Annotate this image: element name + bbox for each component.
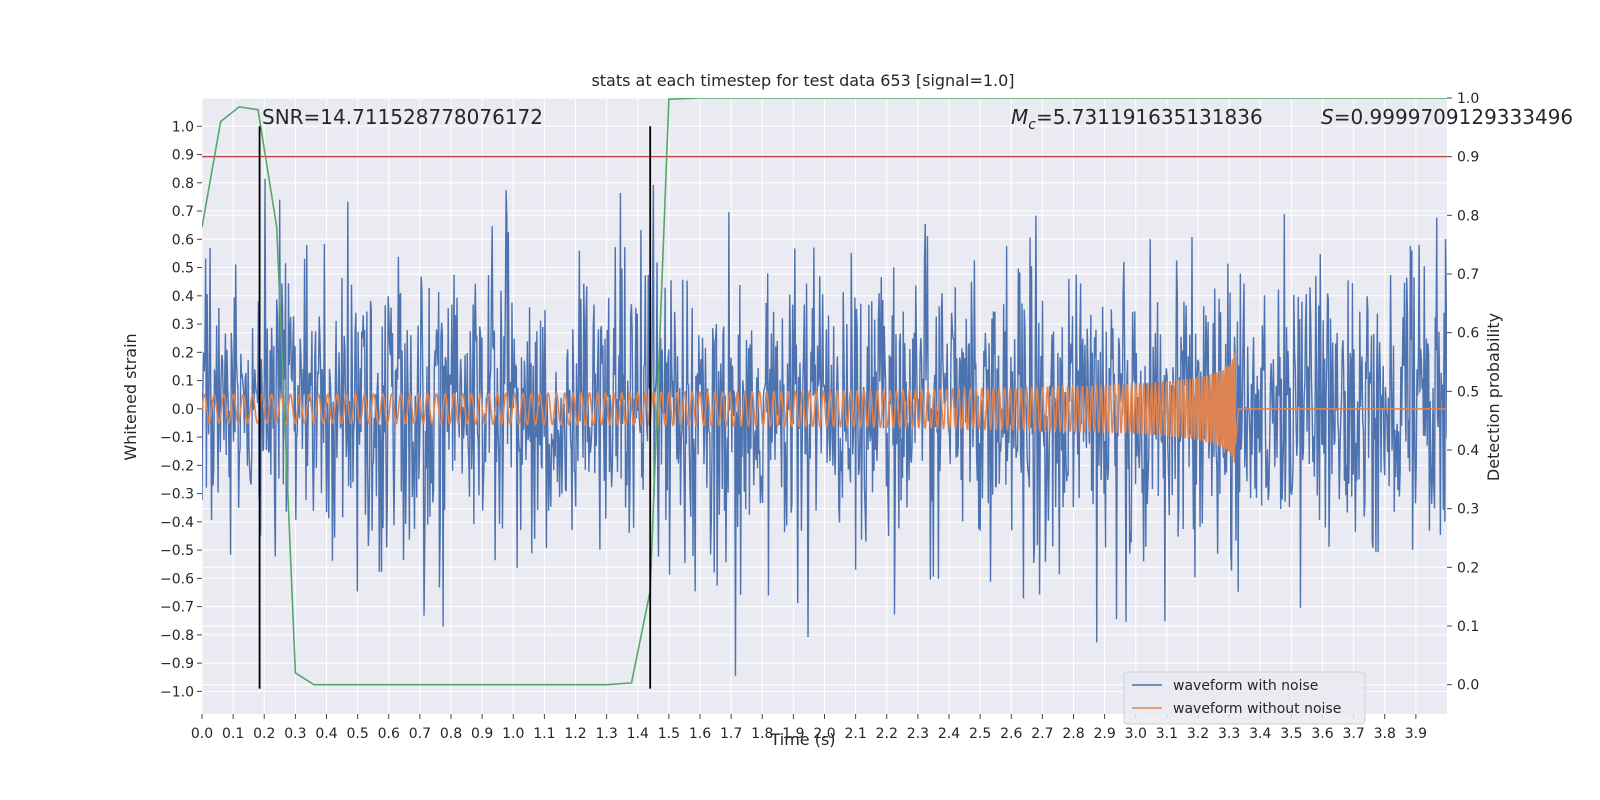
left-tick-label: −0.3 <box>160 487 194 503</box>
left-tick-label: 0.4 <box>172 289 194 305</box>
legend-label-waveform-with-noise: waveform with noise <box>1173 678 1318 694</box>
left-tick-label: 1.0 <box>172 119 194 135</box>
left-tick-label: 0.6 <box>172 232 194 248</box>
x-tick-label: 2.4 <box>938 726 960 742</box>
x-tick-label: 2.6 <box>1000 726 1022 742</box>
left-tick-label: 0.7 <box>172 204 194 220</box>
x-tick-label: 0.4 <box>315 726 337 742</box>
chirp-mass-subscript: c <box>1028 117 1036 133</box>
x-tick-label: 1.2 <box>564 726 586 742</box>
x-tick-label: 1.6 <box>689 726 711 742</box>
left-tick-label: 0.9 <box>172 148 194 164</box>
score-annotation: S=0.9999709129333496 <box>1321 105 1573 129</box>
y-axis-label-right: Detection probability <box>1484 313 1503 481</box>
legend: waveform with noise waveform without noi… <box>1123 671 1366 725</box>
x-tick-label: 3.5 <box>1280 726 1302 742</box>
chart-title: stats at each timestep for test data 653… <box>591 71 1014 90</box>
x-tick-label: 1.5 <box>658 726 680 742</box>
x-tick-label: 3.3 <box>1218 726 1240 742</box>
left-tick-label: 0.3 <box>172 317 194 333</box>
x-tick-label: 1.7 <box>720 726 742 742</box>
x-tick-label: 3.8 <box>1374 726 1396 742</box>
right-tick-label: 1.0 <box>1457 91 1479 107</box>
x-tick-label: 2.5 <box>969 726 991 742</box>
x-tick-label: 1.4 <box>627 726 649 742</box>
chirp-mass-symbol: M <box>1011 105 1028 129</box>
x-tick-label: 3.7 <box>1342 726 1364 742</box>
x-tick-label: 2.8 <box>1062 726 1084 742</box>
left-tick-label: −0.8 <box>160 628 194 644</box>
right-tick-label: 0.6 <box>1457 326 1479 342</box>
chirp-mass-value: =5.731191635131836 <box>1036 105 1263 129</box>
right-axis-ticks: 1.0 0.9 0.8 0.7 0.6 0.5 0.4 0.3 0.2 0.1 0.0 <box>1447 91 1479 694</box>
right-tick-label: 0.9 <box>1457 150 1479 166</box>
right-tick-label: 0.4 <box>1457 443 1479 459</box>
x-tick-label: 1.3 <box>595 726 617 742</box>
right-tick-label: 0.8 <box>1457 208 1479 224</box>
left-tick-label: −0.1 <box>160 430 194 446</box>
x-tick-label: 1.9 <box>782 726 804 742</box>
series-line-detection-probability <box>202 98 1447 686</box>
plot-area <box>202 98 1447 689</box>
right-tick-label: 0.7 <box>1457 267 1479 283</box>
right-tick-label: 0.5 <box>1457 384 1479 400</box>
x-tick-label: 3.0 <box>1125 726 1147 742</box>
x-tick-label: 1.8 <box>751 726 773 742</box>
x-tick-label: 3.2 <box>1187 726 1209 742</box>
left-tick-label: −1.0 <box>160 684 194 700</box>
x-tick-label: 0.7 <box>409 726 431 742</box>
x-tick-label: 3.9 <box>1405 726 1427 742</box>
x-tick-label: 0.0 <box>191 726 213 742</box>
x-axis-ticks: 0.0 0.1 0.2 0.3 0.4 0.5 0.6 0.7 0.8 0.9 1.0 1.1 1.2 1… <box>191 714 1427 742</box>
x-tick-label: 0.9 <box>471 726 493 742</box>
right-tick-label: 0.2 <box>1457 560 1479 576</box>
series-line-waveform-without-noise <box>202 352 1447 463</box>
x-tick-label: 0.3 <box>284 726 306 742</box>
x-tick-label: 0.5 <box>346 726 368 742</box>
y-axis-label-left: Whitened strain <box>121 333 140 460</box>
score-value: =0.9999709129333496 <box>1334 105 1573 129</box>
x-tick-label: 0.6 <box>378 726 400 742</box>
series-line-waveform-with-noise <box>202 178 1447 676</box>
x-tick-label: 0.2 <box>253 726 275 742</box>
x-tick-label: 2.2 <box>876 726 898 742</box>
legend-box <box>1123 671 1366 725</box>
left-tick-label: −0.6 <box>160 571 194 587</box>
x-tick-label: 2.0 <box>813 726 835 742</box>
x-tick-label: 2.1 <box>844 726 866 742</box>
x-tick-label: 2.7 <box>1031 726 1053 742</box>
left-tick-label: −0.4 <box>160 515 194 531</box>
x-tick-label: 3.4 <box>1249 726 1271 742</box>
legend-label-waveform-without-noise: waveform without noise <box>1173 701 1341 717</box>
x-tick-label: 1.1 <box>533 726 555 742</box>
left-axis-ticks: 1.0 0.9 0.8 0.7 0.6 0.5 0.4 0.3 0.2 0.1 0.0 −0.1 −0.… <box>160 119 202 700</box>
left-tick-label: −0.5 <box>160 543 194 559</box>
x-tick-label: 1.0 <box>502 726 524 742</box>
left-tick-label: 0.0 <box>172 402 194 418</box>
left-tick-label: 0.5 <box>172 261 194 277</box>
x-tick-label: 0.8 <box>440 726 462 742</box>
snr-annotation: SNR=14.711528778076172 <box>262 105 543 129</box>
x-tick-label: 2.3 <box>907 726 929 742</box>
chirp-mass-annotation: Mc=5.731191635131836 <box>1011 105 1263 133</box>
x-tick-label: 3.1 <box>1156 726 1178 742</box>
left-tick-label: 0.1 <box>172 374 194 390</box>
x-axis-label: Time (s) <box>769 730 835 749</box>
right-tick-label: 0.1 <box>1457 619 1479 635</box>
x-tick-label: 2.9 <box>1093 726 1115 742</box>
left-tick-label: −0.2 <box>160 458 194 474</box>
right-tick-label: 0.0 <box>1457 678 1479 694</box>
x-tick-label: 3.6 <box>1311 726 1333 742</box>
x-tick-label: 0.1 <box>222 726 244 742</box>
left-tick-label: −0.9 <box>160 656 194 672</box>
left-tick-label: 0.8 <box>172 176 194 192</box>
right-tick-label: 0.3 <box>1457 502 1479 518</box>
score-symbol: S <box>1321 105 1334 129</box>
left-tick-label: −0.7 <box>160 600 194 616</box>
left-tick-label: 0.2 <box>172 345 194 361</box>
